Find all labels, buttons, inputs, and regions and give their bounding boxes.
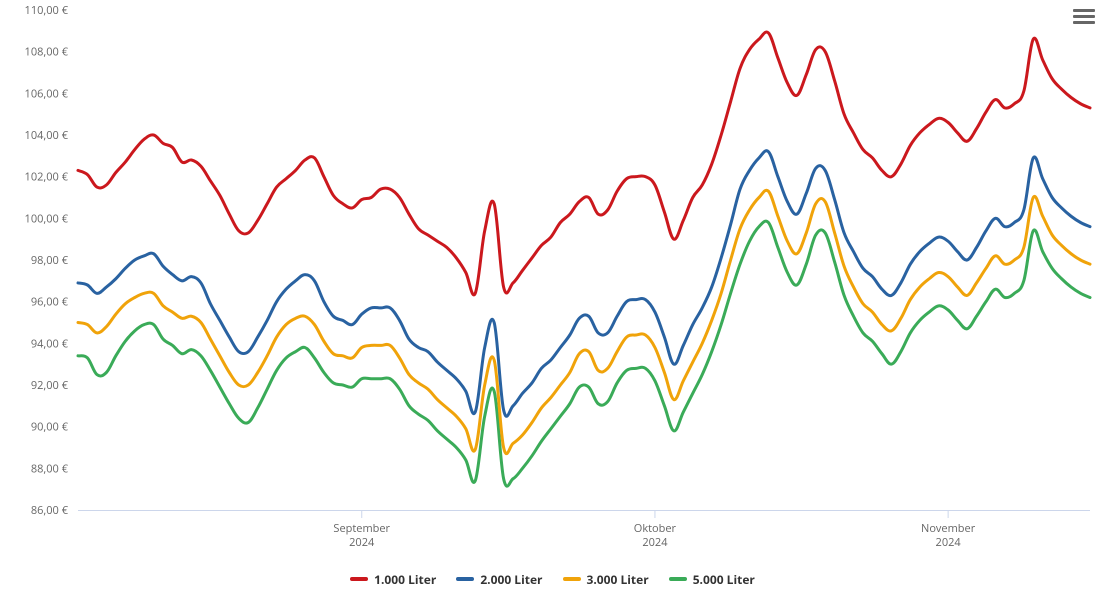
- y-tick-label: 110,00 €: [25, 3, 69, 18]
- legend-label: 3.000 Liter: [587, 571, 649, 588]
- y-tick-label: 92,00 €: [31, 378, 69, 393]
- price-chart: 86,00 € 88,00 € 90,00 € 92,00 € 94,00 € 96,00…: [0, 0, 1105, 602]
- y-tick-label: 100,00 €: [25, 211, 69, 226]
- y-tick-label: 98,00 €: [31, 253, 69, 268]
- x-tick-label-month: November: [921, 521, 976, 536]
- y-tick-label: 106,00 €: [25, 86, 69, 101]
- legend-label: 5.000 Liter: [693, 571, 755, 588]
- chart-legend: 1.000 Liter 2.000 Liter 3.000 Liter 5.000 L…: [0, 568, 1105, 588]
- legend-item[interactable]: 1.000 Liter: [350, 571, 436, 588]
- x-tick-label-year: 2024: [936, 535, 962, 550]
- x-tick-label-year: 2024: [349, 535, 375, 550]
- series-2000-liter: [78, 151, 1090, 417]
- legend-swatch: [350, 577, 368, 581]
- chart-canvas: 86,00 € 88,00 € 90,00 € 92,00 € 94,00 € 96,00…: [0, 0, 1105, 602]
- x-tick-label-month: September: [333, 521, 390, 536]
- y-tick-label: 90,00 €: [31, 420, 69, 435]
- series-3000-liter: [78, 190, 1090, 453]
- y-tick-label: 88,00 €: [31, 461, 69, 476]
- legend-item[interactable]: 5.000 Liter: [669, 571, 755, 588]
- series-5000-liter: [78, 221, 1090, 486]
- legend-item[interactable]: 3.000 Liter: [563, 571, 649, 588]
- chart-menu-icon[interactable]: [1073, 6, 1095, 26]
- x-tick-label-month: Oktober: [634, 521, 677, 536]
- series-1000-liter: [78, 32, 1090, 295]
- x-tick-label-year: 2024: [642, 535, 668, 550]
- legend-swatch: [456, 577, 474, 581]
- legend-item[interactable]: 2.000 Liter: [456, 571, 542, 588]
- y-tick-label: 94,00 €: [31, 336, 69, 351]
- legend-swatch: [563, 577, 581, 581]
- y-tick-label: 102,00 €: [25, 170, 69, 185]
- legend-label: 1.000 Liter: [374, 571, 436, 588]
- y-tick-label: 86,00 €: [31, 503, 69, 518]
- legend-label: 2.000 Liter: [480, 571, 542, 588]
- legend-swatch: [669, 577, 687, 581]
- y-tick-label: 96,00 €: [31, 295, 69, 310]
- y-tick-label: 104,00 €: [25, 128, 69, 143]
- y-tick-label: 108,00 €: [25, 45, 69, 60]
